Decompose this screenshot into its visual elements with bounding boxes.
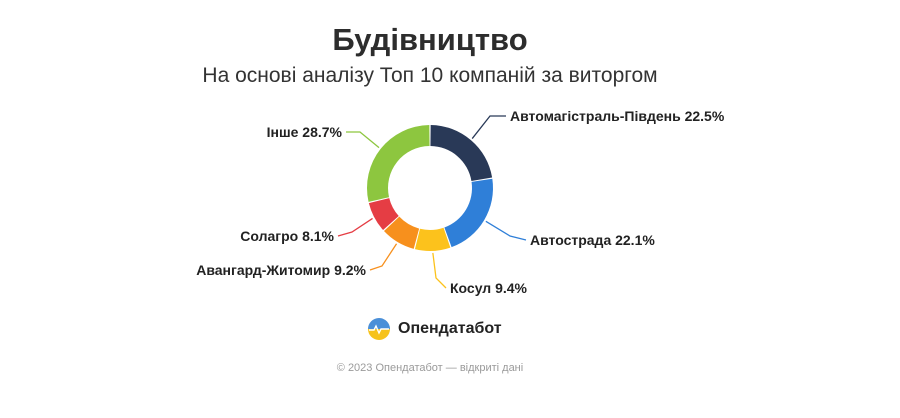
donut-slice-6 bbox=[367, 125, 430, 202]
donut-slice-1 bbox=[430, 125, 493, 181]
slice-label-2: Автострада 22.1% bbox=[530, 232, 655, 248]
opendatabot-logo-icon bbox=[368, 318, 390, 340]
donut-slice-5 bbox=[368, 198, 399, 231]
chart-subtitle: На основі аналізу Топ 10 компаній за вит… bbox=[202, 64, 658, 87]
brand-logo: Опендатабот bbox=[367, 314, 502, 344]
slice-label-5: Солагро 8.1% bbox=[240, 228, 334, 244]
donut-slice-3 bbox=[414, 227, 451, 251]
donut-slice-4 bbox=[383, 216, 420, 249]
chart-title: Будівництво bbox=[332, 22, 528, 57]
leader-line-6 bbox=[346, 131, 380, 149]
leader-line-3 bbox=[432, 252, 447, 289]
leader-line-4 bbox=[369, 243, 398, 271]
slice-label-3: Косул 9.4% bbox=[450, 280, 528, 296]
leader-line-5 bbox=[337, 217, 373, 237]
slice-label-6: Інше 28.7% bbox=[267, 124, 343, 140]
slice-label-1: Автомагістраль-Південь 22.5% bbox=[510, 108, 725, 124]
donut-slice-2 bbox=[444, 178, 493, 248]
leader-line-2 bbox=[485, 220, 527, 241]
brand-name: Опендатабот bbox=[398, 320, 502, 337]
copyright-footer: © 2023 Опендатабот — відкриті дані bbox=[336, 362, 524, 374]
leader-line-1 bbox=[471, 115, 506, 139]
slice-label-4: Авангард-Житомир 9.2% bbox=[196, 262, 366, 278]
